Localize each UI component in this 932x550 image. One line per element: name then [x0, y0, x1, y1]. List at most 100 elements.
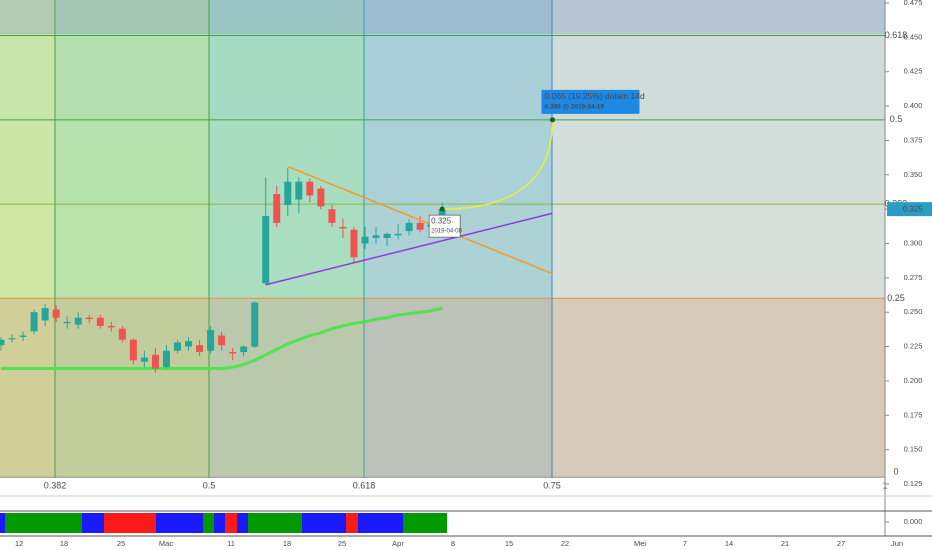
- indicator-bar: [248, 513, 302, 533]
- indicator-bar: [203, 513, 214, 533]
- indicator-bar: [104, 513, 156, 533]
- candle-body: [96, 317, 104, 326]
- candle-body: [19, 335, 27, 337]
- indicator-bar: [5, 513, 82, 533]
- x-tick-label: 11: [227, 539, 235, 548]
- y-tick-label: 0.375: [904, 135, 923, 144]
- zone: [0, 119, 885, 204]
- x-tick-label: Mei: [634, 539, 646, 548]
- zone: [55, 0, 209, 478]
- y-tick-label: 0.250: [904, 307, 923, 316]
- x-tick-label: 22: [561, 539, 569, 548]
- x-tick-label: 8: [451, 539, 455, 548]
- price-tag: [887, 202, 932, 217]
- candle-body: [317, 188, 325, 207]
- indicator-bar: [0, 513, 5, 533]
- x-tick-label: 15: [505, 539, 513, 548]
- candle-body: [284, 181, 292, 206]
- candle-body: [173, 342, 181, 351]
- candle-body: [273, 194, 281, 223]
- zone: [209, 0, 364, 478]
- x-tick-label: 18: [60, 539, 68, 548]
- fib-level-label: 0: [893, 466, 898, 476]
- candle-body: [394, 233, 402, 236]
- x-tick-label: 12: [15, 539, 23, 548]
- background-zones: [0, 0, 885, 478]
- y-tick-label: 0.425: [904, 67, 923, 76]
- tooltip-price: 0.325: [431, 216, 452, 225]
- zone: [0, 0, 55, 478]
- candle-body: [0, 339, 5, 346]
- forecast-curve: [442, 119, 554, 210]
- y-tick-label: 0.475: [904, 0, 923, 7]
- indicator-bar: [237, 513, 248, 533]
- candle-body: [185, 341, 193, 347]
- indicator-bar: [302, 513, 346, 533]
- indicator-bar: [82, 513, 104, 533]
- candle-body: [306, 181, 314, 196]
- indicator-bar: [225, 513, 237, 533]
- y-tick-label: 0.275: [904, 273, 923, 282]
- fib-time-label: 0.382: [44, 480, 67, 490]
- candle-body: [118, 328, 126, 340]
- indicator-bar: [403, 513, 447, 533]
- candle-body: [52, 309, 60, 318]
- candle-body: [372, 235, 380, 239]
- y-tick-label: 0.150: [904, 445, 923, 454]
- y-tick-label: 0.300: [904, 238, 923, 247]
- candle-body: [405, 222, 413, 232]
- x-tick-label: 7: [683, 539, 687, 548]
- forecast-box: [541, 89, 640, 114]
- forecast-sublabel: 0.390 @ 2019-04-19: [545, 104, 605, 111]
- fib-time-label: 0.618: [353, 480, 376, 490]
- y-tick-label: 0.175: [904, 410, 923, 419]
- x-tick-label: 18: [283, 539, 291, 548]
- fib-time-label: 0.5: [203, 480, 216, 490]
- candle-body: [107, 325, 115, 328]
- zone: [552, 0, 885, 478]
- candle-body: [218, 335, 226, 346]
- x-tick-label: 21: [781, 539, 789, 548]
- forecast-label: 0.065 (19.25%) dalam 14d: [545, 91, 645, 101]
- y-tick-label: 0.450: [904, 32, 923, 41]
- fib-level-label: 0.25: [887, 293, 905, 303]
- candle-body: [295, 181, 303, 200]
- candle-body: [74, 317, 82, 325]
- indicator-bar: [358, 513, 403, 533]
- candle-body: [240, 346, 248, 353]
- candle-body: [361, 236, 369, 244]
- forecast-end: [550, 117, 555, 123]
- indicator-bar: [156, 513, 203, 533]
- x-tick-label: Jun: [891, 539, 903, 548]
- trendline: [265, 212, 553, 286]
- candle-body: [328, 209, 336, 223]
- x-tick-label: Apr: [392, 539, 404, 548]
- candle-body: [196, 345, 204, 353]
- indicator-bar: [214, 513, 225, 533]
- candle-body: [262, 216, 270, 284]
- x-tick-label: 25: [117, 539, 125, 548]
- moving-average: [1, 306, 443, 371]
- candle-body: [251, 302, 259, 347]
- fib-level-label: 0.5: [890, 114, 903, 124]
- x-tick-label: 14: [725, 539, 733, 548]
- y-tick-label: 0.225: [904, 342, 923, 351]
- candle-body: [129, 339, 137, 361]
- candle-body: [162, 350, 170, 368]
- candle-body: [416, 222, 424, 230]
- y-tick-label: 0.125: [904, 479, 923, 488]
- tooltip-box: [428, 214, 461, 238]
- candle-body: [30, 312, 38, 332]
- x-tick-label: Mac: [159, 539, 173, 548]
- x-tick-label: 25: [338, 539, 346, 548]
- candle-body: [383, 233, 391, 239]
- y-tick-label: 0.200: [904, 376, 923, 385]
- main-pane: 0.065 (19.25%) dalam 14d 0.390 @ 2019-04-…: [0, 0, 885, 478]
- price-tag-label: 0.325: [903, 204, 924, 213]
- candle-body: [140, 357, 148, 362]
- zone: [0, 0, 885, 34]
- x-tick-label: 27: [837, 539, 845, 548]
- forecast-start: [439, 206, 445, 212]
- y-tick-label: 0.350: [904, 170, 923, 179]
